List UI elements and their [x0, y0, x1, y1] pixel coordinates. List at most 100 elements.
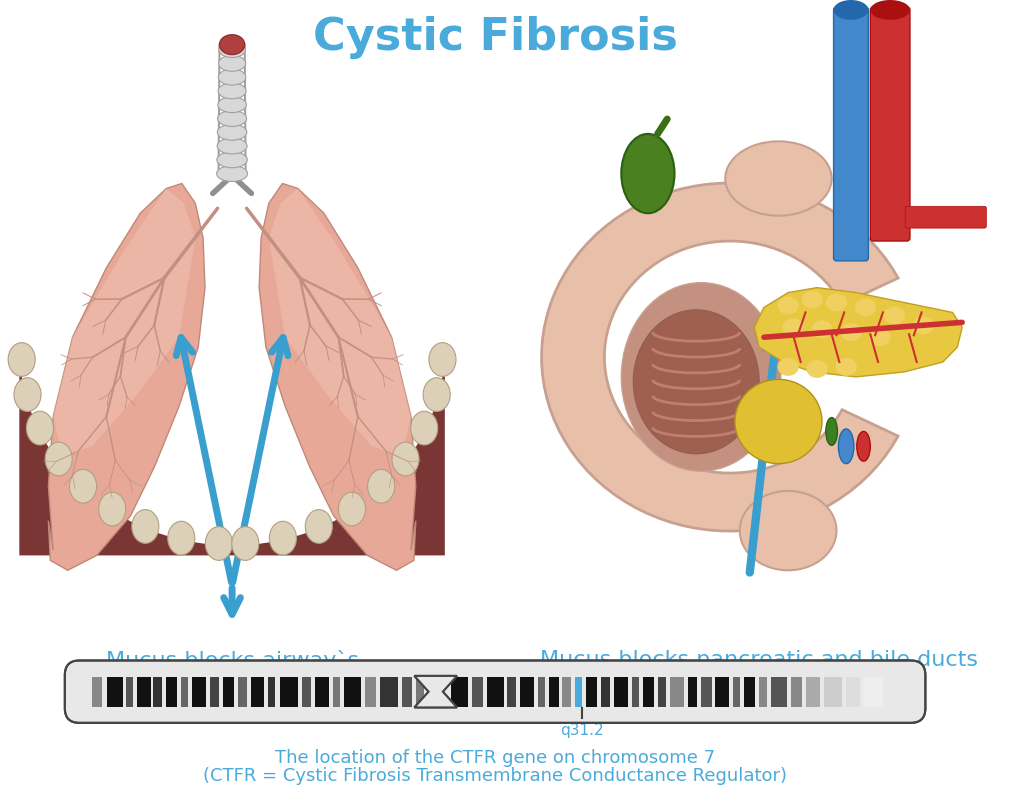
Bar — [771, 677, 787, 707]
Ellipse shape — [622, 283, 781, 471]
Ellipse shape — [857, 432, 870, 461]
Bar — [126, 677, 133, 707]
Text: Cystic Fibrosis: Cystic Fibrosis — [312, 17, 678, 59]
Bar — [701, 677, 712, 707]
Ellipse shape — [217, 165, 248, 181]
Polygon shape — [415, 676, 457, 708]
Bar — [792, 677, 802, 707]
Polygon shape — [53, 188, 196, 456]
Ellipse shape — [392, 442, 419, 476]
Ellipse shape — [205, 526, 232, 560]
Bar — [281, 677, 298, 707]
Bar — [601, 677, 610, 707]
Ellipse shape — [811, 321, 833, 338]
Bar — [154, 677, 163, 707]
Bar — [402, 677, 412, 707]
Ellipse shape — [168, 521, 195, 555]
Polygon shape — [755, 288, 963, 377]
Polygon shape — [269, 188, 411, 456]
Bar — [733, 677, 739, 707]
Bar — [166, 677, 177, 707]
Bar — [136, 677, 151, 707]
Bar — [210, 677, 219, 707]
Bar — [632, 677, 639, 707]
Ellipse shape — [305, 510, 333, 544]
Polygon shape — [259, 184, 416, 571]
Text: (CTFR = Cystic Fibrosis Transmembrane Conductance Regulator): (CTFR = Cystic Fibrosis Transmembrane Co… — [203, 767, 787, 785]
Ellipse shape — [70, 470, 96, 503]
Ellipse shape — [338, 492, 366, 526]
FancyBboxPatch shape — [65, 660, 926, 723]
Ellipse shape — [217, 110, 247, 126]
Ellipse shape — [634, 310, 759, 454]
Bar — [92, 677, 102, 707]
Ellipse shape — [231, 526, 259, 560]
Ellipse shape — [217, 138, 247, 154]
FancyBboxPatch shape — [834, 7, 868, 261]
Bar — [586, 677, 597, 707]
Bar — [302, 677, 311, 707]
Ellipse shape — [725, 141, 831, 216]
Bar — [416, 677, 424, 707]
FancyBboxPatch shape — [905, 206, 986, 228]
Polygon shape — [415, 676, 457, 708]
Ellipse shape — [825, 294, 847, 311]
Ellipse shape — [870, 0, 910, 20]
Bar — [549, 677, 559, 707]
Ellipse shape — [217, 152, 248, 168]
Ellipse shape — [423, 377, 451, 411]
Ellipse shape — [884, 307, 905, 325]
Ellipse shape — [218, 97, 247, 113]
Ellipse shape — [807, 360, 827, 378]
Bar — [671, 677, 684, 707]
Text: Mucus blocks pancreatic and bile ducts: Mucus blocks pancreatic and bile ducts — [540, 649, 978, 670]
Ellipse shape — [269, 521, 296, 555]
Ellipse shape — [802, 291, 823, 308]
Ellipse shape — [27, 411, 53, 445]
Ellipse shape — [368, 470, 394, 503]
Ellipse shape — [869, 329, 891, 346]
Ellipse shape — [735, 379, 822, 463]
Bar — [643, 677, 653, 707]
Ellipse shape — [218, 69, 246, 85]
Bar — [614, 677, 628, 707]
Bar — [238, 677, 247, 707]
Ellipse shape — [825, 418, 838, 445]
Bar — [824, 677, 842, 707]
Text: q31.2: q31.2 — [560, 723, 604, 738]
FancyBboxPatch shape — [870, 7, 910, 241]
Ellipse shape — [622, 134, 675, 214]
Polygon shape — [48, 184, 205, 571]
Ellipse shape — [219, 42, 246, 58]
Bar — [538, 677, 545, 707]
Bar — [451, 677, 468, 707]
Bar — [575, 677, 583, 707]
Bar — [846, 677, 859, 707]
Bar — [380, 677, 398, 707]
Bar — [507, 677, 516, 707]
Ellipse shape — [45, 442, 73, 476]
Ellipse shape — [98, 492, 126, 526]
Ellipse shape — [218, 55, 246, 71]
Bar — [759, 677, 767, 707]
Bar — [715, 677, 729, 707]
Bar — [472, 677, 483, 707]
Ellipse shape — [218, 83, 246, 98]
Ellipse shape — [8, 343, 35, 377]
Bar — [223, 677, 233, 707]
Bar — [743, 677, 755, 707]
Bar — [520, 677, 534, 707]
Bar — [562, 677, 571, 707]
Bar — [688, 677, 697, 707]
Ellipse shape — [429, 343, 456, 377]
Bar — [487, 677, 504, 707]
Ellipse shape — [836, 358, 857, 376]
Polygon shape — [19, 348, 444, 556]
Text: Mucus blocks airway`s: Mucus blocks airway`s — [105, 649, 358, 671]
Bar — [806, 677, 820, 707]
Ellipse shape — [739, 491, 837, 571]
Ellipse shape — [411, 411, 437, 445]
Bar — [344, 677, 361, 707]
Bar — [366, 677, 376, 707]
Ellipse shape — [839, 429, 854, 463]
